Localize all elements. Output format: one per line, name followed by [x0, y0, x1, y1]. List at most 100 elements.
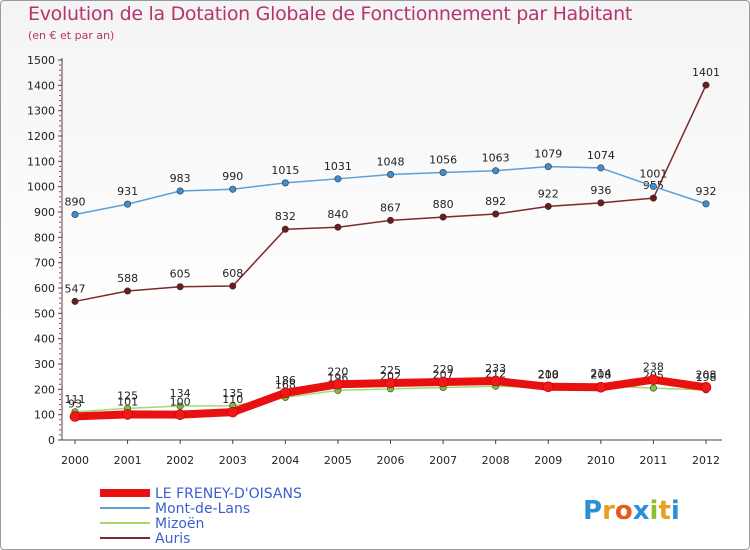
- x-tick-label: 2008: [482, 454, 510, 467]
- data-label: 1063: [482, 152, 510, 165]
- data-label: 229: [433, 363, 454, 376]
- data-point: [490, 375, 501, 387]
- legend-label: LE FRENEY-D'OISANS: [155, 486, 302, 502]
- data-label: 936: [590, 184, 611, 197]
- y-minor-tick: [59, 317, 61, 319]
- y-tick-label: 500: [34, 307, 55, 320]
- data-point: [229, 282, 237, 290]
- data-point: [124, 200, 132, 208]
- data-point: [280, 387, 291, 399]
- y-minor-tick: [59, 378, 61, 380]
- data-label: 880: [433, 198, 454, 211]
- data-label: 922: [538, 187, 559, 200]
- y-minor-tick: [59, 302, 61, 304]
- data-label: 1401: [692, 66, 720, 79]
- series-auris: 5475886056088328408678808929229369551401: [65, 66, 720, 305]
- data-point: [174, 409, 186, 420]
- data-point: [176, 402, 184, 410]
- y-minor-tick: [59, 115, 61, 117]
- legend-label: Mizoën: [155, 516, 204, 532]
- y-minor-tick: [59, 343, 61, 345]
- y-minor-tick: [59, 429, 61, 431]
- data-label: 547: [65, 282, 86, 295]
- y-minor-tick: [59, 297, 61, 299]
- data-point: [700, 382, 712, 393]
- y-minor-tick: [59, 150, 61, 152]
- y-minor-tick: [59, 100, 61, 102]
- y-minor-tick: [59, 206, 61, 208]
- data-label: 198: [696, 371, 717, 384]
- data-label: 208: [590, 368, 611, 381]
- y-minor-tick: [59, 196, 61, 198]
- y-minor-tick: [59, 398, 61, 400]
- y-minor-tick: [59, 348, 61, 350]
- y-minor-tick: [59, 267, 61, 269]
- data-label: 134: [170, 387, 191, 400]
- y-minor-tick: [59, 105, 61, 107]
- x-tick-label: 2011: [639, 454, 667, 467]
- y-minor-tick: [59, 434, 61, 436]
- data-label: 233: [485, 362, 506, 375]
- x-tick-label: 2002: [166, 454, 194, 467]
- y-tick-label: 1500: [27, 54, 55, 67]
- data-point: [281, 225, 289, 233]
- y-minor-tick: [59, 272, 61, 274]
- data-label: 111: [65, 393, 86, 406]
- data-label: 990: [222, 170, 243, 183]
- x-tick-label: 2001: [114, 454, 142, 467]
- y-tick-label: 400: [34, 333, 55, 346]
- data-label: 212: [485, 367, 506, 380]
- y-minor-tick: [59, 130, 61, 132]
- y-minor-tick: [59, 292, 61, 294]
- legend-label: Mont-de-Lans: [155, 501, 250, 517]
- data-label: 208: [696, 368, 717, 381]
- data-point: [334, 223, 342, 231]
- data-point: [544, 202, 552, 210]
- y-minor-tick: [59, 79, 61, 81]
- x-tick-label: 2004: [271, 454, 299, 467]
- data-label: 220: [327, 365, 348, 378]
- chart-title: Evolution de la Dotation Globale de Fonc…: [28, 3, 633, 25]
- y-minor-tick: [59, 277, 61, 279]
- data-label: 605: [170, 268, 191, 281]
- data-point: [334, 175, 342, 183]
- data-point: [649, 182, 657, 190]
- y-minor-tick: [59, 221, 61, 223]
- x-tick-label: 2012: [692, 454, 720, 467]
- y-minor-tick: [59, 353, 61, 355]
- data-point: [595, 382, 607, 393]
- y-minor-tick: [59, 419, 61, 421]
- y-minor-tick: [59, 257, 61, 259]
- data-label: 932: [696, 185, 717, 198]
- x-tick-label: 2010: [587, 454, 615, 467]
- chart-subtitle: (en € et par an): [28, 29, 115, 42]
- x-tick-label: 2007: [429, 454, 457, 467]
- y-minor-tick: [59, 191, 61, 193]
- y-minor-tick: [59, 176, 61, 178]
- data-label: 1056: [429, 153, 457, 166]
- data-point: [281, 179, 289, 187]
- data-point: [71, 211, 79, 219]
- x-tick-label: 2009: [534, 454, 562, 467]
- y-minor-tick: [59, 246, 61, 248]
- y-minor-tick: [59, 383, 61, 385]
- legend-label: Auris: [155, 531, 190, 547]
- series-mont-de-lans: 890 931 983 990 1015 1031 1048 1056 1063 1079 1074…: [65, 148, 717, 219]
- y-minor-tick: [59, 358, 61, 360]
- y-minor-tick: [59, 409, 61, 411]
- y-tick-label: 1200: [27, 130, 55, 143]
- data-label: 100: [170, 396, 191, 409]
- y-minor-tick: [59, 393, 61, 395]
- y-tick-label: 800: [34, 231, 55, 244]
- y-minor-tick: [59, 231, 61, 233]
- y-tick-label: 1100: [27, 155, 55, 168]
- y-tick-label: 100: [34, 409, 55, 422]
- data-point: [702, 81, 710, 89]
- data-label: 210: [538, 368, 559, 381]
- y-minor-tick: [59, 307, 61, 309]
- data-label: 832: [275, 210, 296, 223]
- data-point: [439, 168, 447, 176]
- data-label: 1074: [587, 149, 615, 162]
- y-minor-tick: [59, 145, 61, 147]
